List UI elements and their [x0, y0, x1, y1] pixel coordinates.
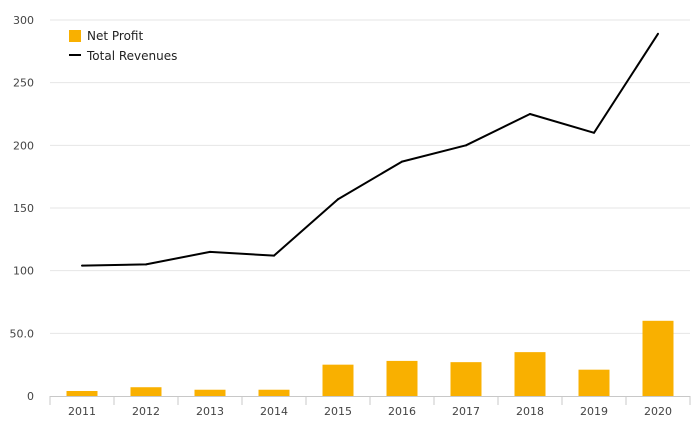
total-revenues-point: [337, 198, 339, 201]
x-tick-label: 2020: [644, 405, 672, 418]
x-tick-label: 2011: [68, 405, 96, 418]
legend: Net Profit Total Revenues: [69, 29, 177, 63]
y-tick-label: 50.0: [10, 327, 35, 340]
y-tick-label: 250: [13, 77, 34, 90]
net-profit-bar: [386, 360, 418, 396]
net-profit-bar: [130, 387, 162, 396]
x-tick-label: 2012: [132, 405, 160, 418]
x-tick-label: 2013: [196, 405, 224, 418]
x-tick-label: 2016: [388, 405, 416, 418]
y-tick-label: 200: [13, 139, 34, 152]
y-tick-label: 100: [13, 265, 34, 278]
grid-lines: [50, 19, 690, 334]
total-revenues-line: [81, 33, 659, 267]
x-tick-label: 2015: [324, 405, 352, 418]
y-axis-ticks: 0 50.0 100 150 200 250 300: [10, 14, 35, 403]
y-tick-label: 150: [13, 202, 34, 215]
x-tick-label: 2017: [452, 405, 480, 418]
net-profit-bars: [66, 320, 674, 396]
total-revenues-point: [81, 264, 83, 267]
total-revenues-point: [273, 254, 275, 257]
total-revenues-point: [529, 113, 531, 115]
total-revenues-point: [209, 250, 211, 253]
net-profit-bar: [642, 320, 674, 396]
net-profit-bar: [194, 389, 226, 396]
net-profit-bar: [578, 369, 610, 396]
total-revenues-line-group: [81, 32, 659, 267]
net-profit-bar: [514, 352, 546, 396]
total-revenues-point: [657, 32, 659, 35]
total-revenues-point: [401, 160, 403, 163]
x-axis: 2011 2012 2013 2014 2015 2016 2017 2018 2019 2020: [49, 396, 691, 418]
net-profit-bar: [258, 389, 290, 396]
x-tick-label: 2019: [580, 405, 608, 418]
net-profit-bar: [450, 362, 482, 396]
x-tick-label: 2014: [260, 405, 288, 418]
total-revenues-point: [145, 263, 147, 266]
legend-label-net-profit: Net Profit: [87, 29, 143, 43]
legend-swatch-net-profit: [69, 30, 81, 42]
x-tick-label: 2018: [516, 405, 544, 418]
y-tick-label: 300: [13, 14, 34, 27]
y-tick-label: 0: [27, 390, 34, 403]
total-revenues-point: [593, 131, 595, 134]
total-revenues-point: [465, 144, 467, 147]
net-profit-bar: [322, 364, 354, 396]
legend-label-total-revenues: Total Revenues: [86, 49, 177, 63]
net-profit-bar: [66, 390, 98, 396]
